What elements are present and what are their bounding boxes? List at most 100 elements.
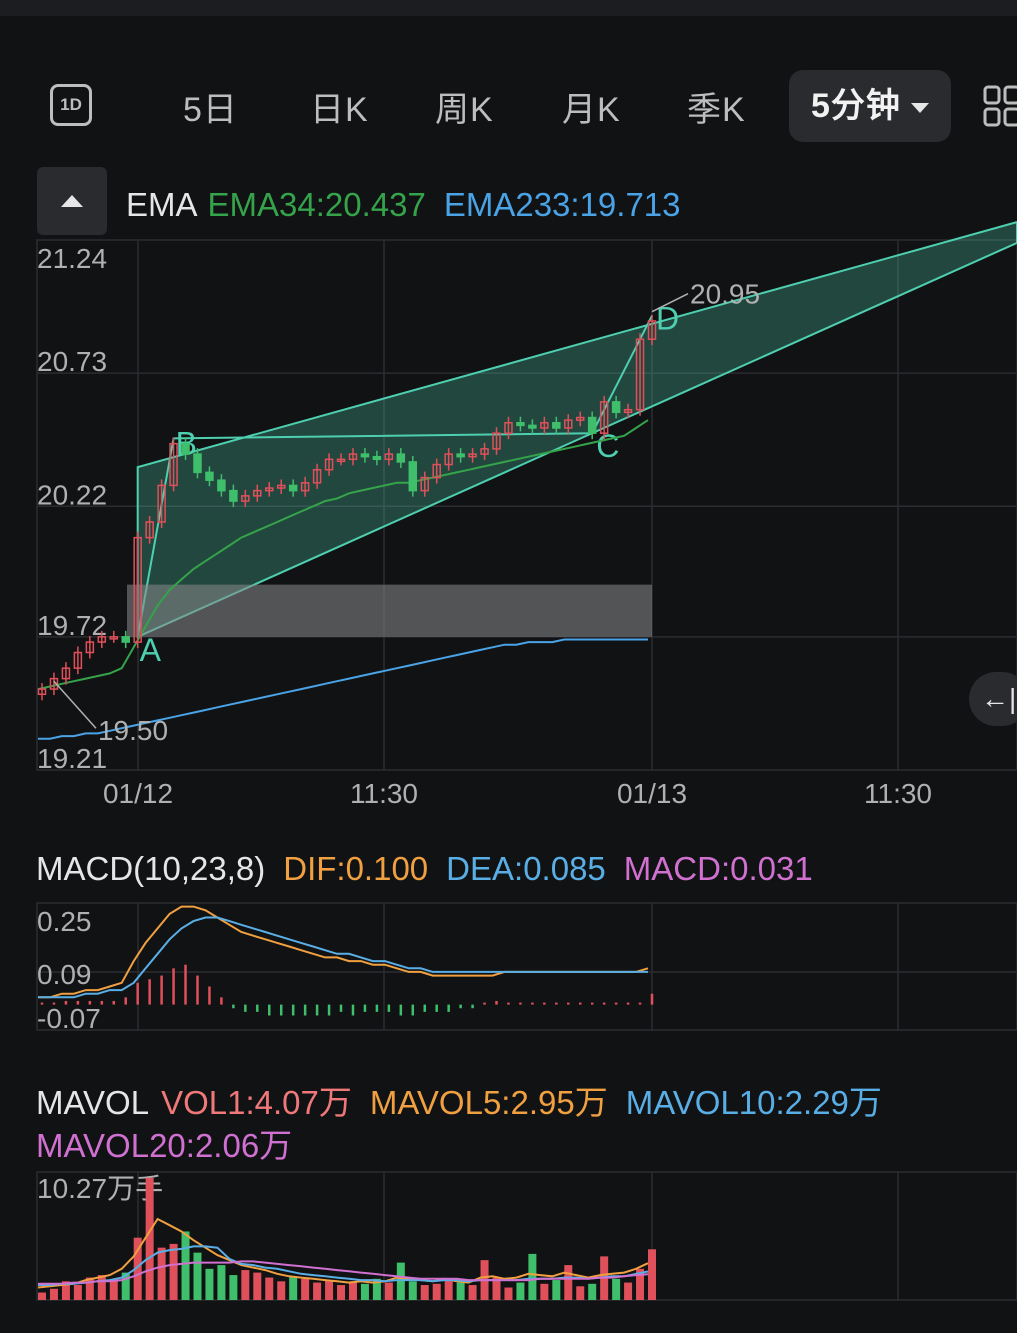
mavol5-line [37,1217,649,1289]
tab-daily-k[interactable]: 日K [310,91,369,129]
time-tick-label: 11:30 [864,778,932,809]
candle-body [145,521,154,539]
candle-body [528,424,537,429]
volume-bar [205,1268,214,1300]
ema233-line [38,638,648,740]
tab-weekly-k[interactable]: 周K [435,91,494,129]
volume-bar [588,1283,597,1300]
candle-body [276,484,286,489]
candle-body [181,442,190,455]
candle-body [205,471,214,481]
candle-body [408,461,418,492]
chevron-down-icon [910,103,929,114]
volume-bar [372,1278,381,1300]
low-pointer [53,680,97,729]
collapse-up-button[interactable] [37,167,107,235]
candle-body [169,442,178,487]
main-chart-frame [36,239,1017,771]
candle-body [372,455,382,461]
macd-value: MACD:0.031 [623,850,813,887]
candle-body [85,641,95,654]
volume-bar [648,1249,656,1300]
candle-body [109,636,119,640]
candle-body [229,489,238,502]
high-price-label: 20.95 [690,279,760,310]
volume-bar [492,1277,501,1300]
candle-body [336,458,346,463]
candle-body [324,458,334,471]
ema34-line [37,419,649,691]
volume-bar [277,1281,286,1300]
candle-body [253,489,262,497]
candle-body [587,416,597,434]
candle-body [635,338,645,411]
mavol20-value: MAVOL20:2.06万 [36,1127,293,1164]
volume-bar [612,1278,621,1300]
volume-bar [38,1292,46,1300]
candle-body [97,636,107,643]
volume-bar [516,1282,525,1300]
volume-bar [265,1277,274,1300]
candle-body [360,453,370,458]
candle-body [265,487,274,492]
volume-bar [540,1283,549,1300]
volume-bar [348,1281,357,1300]
candle-body [599,401,609,434]
ema233-value: EMA233:19.713 [443,186,681,223]
volume-bar [337,1285,346,1300]
volume-bar [253,1272,262,1300]
volume-bar [109,1281,118,1300]
volume-bar [193,1252,202,1300]
vol1-value: VOL1:4.07万 [161,1084,352,1121]
volume-bar [97,1275,106,1300]
dif-line [38,905,649,999]
candle-body [157,484,166,523]
time-tick-label: 11:30 [350,778,418,809]
candle-body [217,479,226,492]
candle-body [444,453,453,466]
tab-quarterly-k[interactable]: 季K [687,91,746,129]
candle-body [193,453,202,474]
dea-line [38,916,648,999]
expand-left-button[interactable]: ←| [969,672,1017,726]
high-pointer [651,293,689,313]
macd-tick-label: -0.07 [37,1003,101,1034]
candle-body [288,484,298,492]
volume-bar [73,1285,82,1300]
one-day-icon[interactable]: 1D [50,84,92,126]
volume-bar [169,1243,178,1300]
pattern-point-label: A [140,632,162,668]
price-tick-label: 20.22 [37,479,107,510]
volume-frame [36,1171,1017,1301]
abcd-pattern-line [136,315,653,638]
tab-5day[interactable]: 5日 [183,91,238,129]
ema-title: EMA [126,186,198,223]
candle-body [121,636,130,643]
candle-body [623,408,633,414]
candle-body [396,453,406,463]
tab-5min-dropdown[interactable]: 5分钟 [789,70,951,142]
volume-bar [85,1277,94,1300]
volume-bar [528,1253,537,1300]
mavol5-value: MAVOL5:2.95万 [369,1084,608,1121]
low-price-label: 19.50 [98,715,168,746]
candle-body [552,422,561,429]
ema34-value: EMA34:20.437 [207,186,426,223]
candle-body [241,495,250,502]
price-tick-label: 19.72 [37,610,107,641]
volume-bar [145,1177,154,1300]
volume-bar [121,1272,130,1300]
tab-monthly-k[interactable]: 月K [562,91,621,129]
layout-grid-icon[interactable] [982,84,1017,128]
volume-bar [564,1265,573,1300]
volume-bar [396,1262,405,1300]
period-tabs: 5日 日K 周K 月K 季K 5分钟 [0,70,1017,142]
status-bar [0,0,1017,16]
candle-body [516,422,525,427]
macd-legend: MACD(10,23,8) DIF:0.100 DEA:0.085 MACD:0.03… [36,850,831,888]
volume-bar [49,1288,58,1300]
macd-tick-label: 0.25 [37,906,92,937]
candle-body [384,453,394,461]
volume-bar [432,1283,441,1300]
